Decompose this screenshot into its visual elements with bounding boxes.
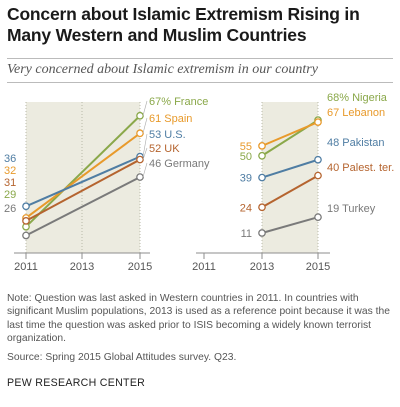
western-end-point — [136, 173, 144, 181]
western-start-label: 26 — [4, 203, 16, 215]
muslim-end-point — [314, 118, 322, 126]
muslim-end-point — [314, 155, 322, 164]
western-shaded-band — [26, 102, 140, 253]
muslim-end-label: 40 Palest. ter. — [327, 162, 394, 174]
muslim-start-point — [258, 173, 266, 182]
muslim-end-label: 68% Nigeria — [327, 92, 388, 104]
western-start-label: 32 — [4, 165, 16, 177]
western-x-tick-label: 2011 — [14, 261, 38, 273]
footer-credit: PEW RESEARCH CENTER — [7, 377, 146, 389]
western-x-tick-label: 2013 — [70, 261, 94, 273]
chart-note: Note: Question was last asked in Western… — [7, 293, 390, 345]
western-start-point — [22, 202, 30, 211]
western-series-line — [25, 155, 141, 208]
western-end-point — [136, 111, 144, 120]
chart-subtitle: Very concerned about Islamic extremism i… — [7, 62, 318, 77]
muslim-start-point — [258, 142, 266, 150]
western-start-label: 29 — [4, 189, 16, 201]
western-end-point — [136, 155, 144, 164]
muslim-start-point — [258, 203, 266, 212]
muslim-end-point — [314, 171, 322, 180]
chart-source: Source: Spring 2015 Global Attitudes sur… — [7, 352, 237, 363]
western-end-point — [136, 129, 144, 138]
muslim-start-label: 24 — [240, 202, 252, 214]
western-leader-line — [142, 133, 148, 157]
subtitle-rule-top — [7, 58, 393, 59]
western-start-point — [22, 231, 30, 240]
chart-title: Concern about Islamic Extremism Rising i… — [7, 4, 360, 45]
muslim-x-tick-label: 2011 — [192, 261, 216, 273]
muslim-end-point — [314, 213, 322, 222]
subtitle-rule-bottom — [7, 82, 393, 83]
muslim-series-line — [261, 174, 319, 209]
western-start-label: 31 — [4, 177, 16, 189]
muslim-start-label: 55 — [240, 141, 252, 153]
muslim-series-line — [261, 216, 319, 234]
western-x-tick-label: 2015 — [128, 261, 152, 273]
western-end-label: 52 UK — [149, 143, 180, 155]
muslim-x-tick-label: 2015 — [306, 261, 330, 273]
western-start-label: 36 — [4, 153, 16, 165]
western-leader-line — [142, 147, 148, 160]
western-end-label: 67% France — [149, 96, 208, 108]
western-leader-line — [142, 117, 148, 134]
western-series-line — [25, 176, 141, 237]
muslim-start-label: 50 — [240, 151, 252, 163]
muslim-series-line — [261, 121, 319, 147]
muslim-start-label: 39 — [240, 173, 252, 185]
muslim-end-label: 19 Turkey — [327, 203, 376, 215]
muslim-start-point — [258, 151, 266, 160]
western-series-line — [25, 115, 141, 228]
muslim-end-label: 67 Lebanon — [327, 107, 385, 119]
western-start-point — [22, 217, 30, 225]
muslim-x-tick-label: 2013 — [250, 261, 274, 273]
western-leader-line — [142, 100, 148, 116]
western-series-line — [25, 132, 141, 219]
western-end-label: 46 Germany — [149, 158, 210, 170]
western-end-label: 53 U.S. — [149, 129, 186, 141]
western-leader-line — [142, 162, 148, 178]
western-end-label: 61 Spain — [149, 113, 192, 125]
muslim-end-label: 48 Pakistan — [327, 137, 384, 149]
muslim-start-label: 11 — [241, 228, 252, 240]
muslim-start-point — [258, 229, 266, 237]
western-series-line — [25, 158, 141, 222]
muslim-series-line — [261, 158, 319, 179]
